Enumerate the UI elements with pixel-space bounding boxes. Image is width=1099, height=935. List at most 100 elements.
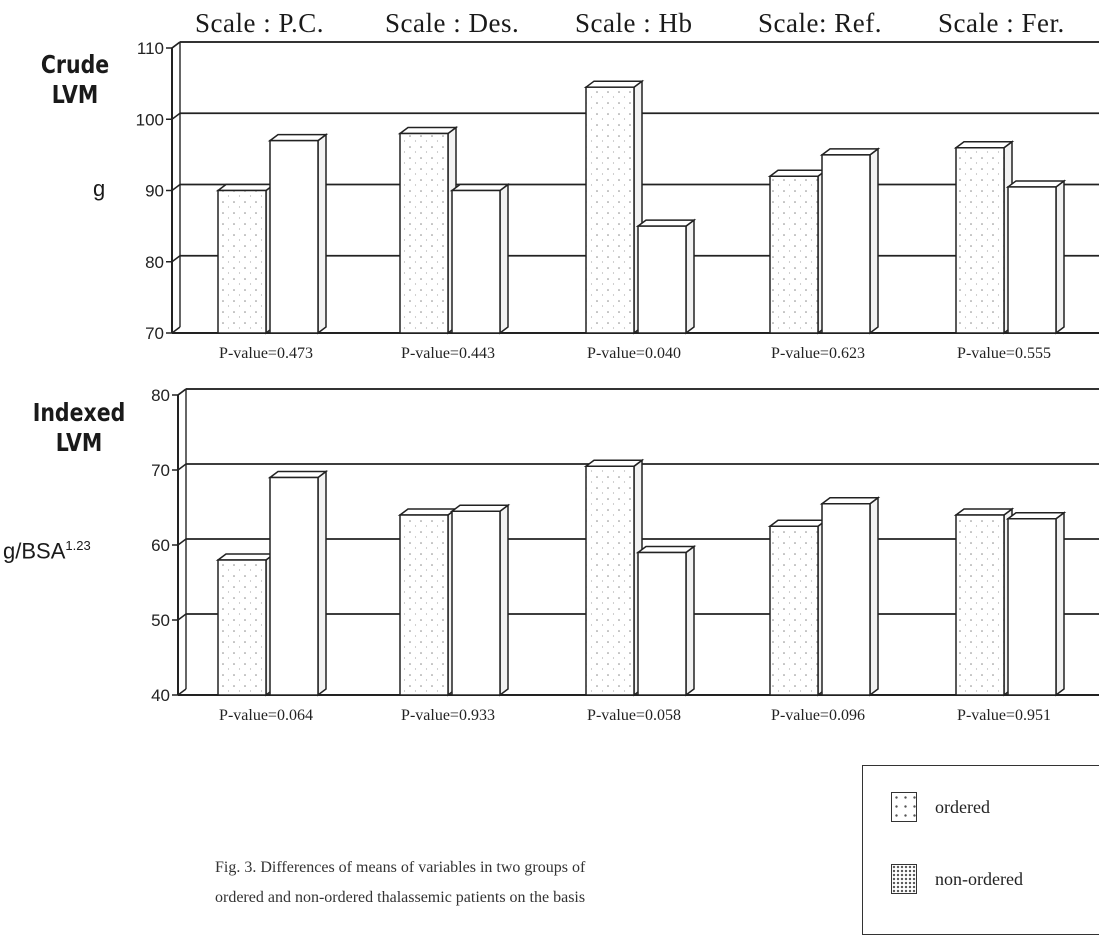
- legend: ordered non-ordered: [862, 765, 1099, 935]
- bar-front: [955, 514, 1005, 696]
- p-value-label: P-value=0.951: [957, 707, 1051, 724]
- legend-swatch-non-ordered: [891, 864, 917, 894]
- bar-ordered: [397, 126, 459, 335]
- bar-non-ordered: [819, 496, 881, 697]
- bar-top: [1005, 512, 1067, 520]
- bar-front: [1007, 186, 1057, 334]
- bar-top: [583, 80, 645, 88]
- bar-front: [451, 189, 501, 334]
- p-value-label: P-value=0.623: [771, 345, 865, 362]
- bar-front: [585, 465, 635, 696]
- scale-title-des: Scale : Des.: [385, 8, 520, 38]
- p-value-label: P-value=0.443: [401, 345, 495, 362]
- bar-non-ordered: [267, 470, 329, 697]
- bar-ordered: [953, 507, 1015, 697]
- grid-connector: [177, 388, 187, 396]
- legend-label-non-ordered: non-ordered: [935, 868, 1023, 889]
- bar-ordered: [215, 552, 277, 697]
- bar-side: [1055, 511, 1065, 697]
- scale-title-pc: Scale : P.C.: [195, 8, 325, 38]
- p-value-label: P-value=0.096: [771, 707, 865, 724]
- crude-label-line2: LVM: [51, 80, 99, 109]
- crude-unit-label: g: [93, 176, 106, 201]
- y-tick-label: 80: [145, 253, 164, 272]
- chart-crude: 70 80 90 100 110 P-value=0.473 P-value=0.443 P-…: [136, 39, 1099, 362]
- bar-top: [819, 148, 881, 156]
- bar-non-ordered: [449, 183, 511, 335]
- y-tick-label: 60: [151, 536, 170, 555]
- chart-indexed: 40 50 60 70 80 P-value=0.064 P-value=0.933 P-va…: [151, 386, 1099, 724]
- caption-line-2: ordered and non-ordered thalassemic pati…: [215, 889, 586, 906]
- bar-non-ordered: [449, 503, 511, 697]
- caption-line-1: Fig. 3. Differences of means of variable…: [215, 859, 586, 876]
- y-tick-label: 80: [151, 386, 170, 405]
- y-tick-label: 70: [145, 324, 164, 343]
- crude-label-line1: Crude: [40, 50, 110, 79]
- p-value-label: P-value=0.064: [219, 707, 313, 724]
- bar-top: [953, 141, 1015, 149]
- indexed-label-line1: Indexed: [32, 398, 126, 427]
- indexed-lvm-label: Indexed LVM: [26, 398, 133, 458]
- bar-side: [685, 218, 695, 335]
- bar-front: [769, 525, 819, 696]
- bar-top: [397, 508, 459, 516]
- bar-non-ordered: [635, 218, 697, 335]
- y-tick-label: 40: [151, 686, 170, 705]
- bar-front: [955, 147, 1005, 334]
- y-tick-label: 100: [136, 110, 164, 129]
- bar-non-ordered: [819, 147, 881, 335]
- bar-ordered: [583, 458, 645, 697]
- bar-front: [769, 175, 819, 334]
- bar-top: [767, 169, 829, 177]
- bar-front: [1007, 518, 1057, 696]
- bar-top: [635, 545, 697, 554]
- bar-ordered: [767, 168, 829, 335]
- y-tick-label: 110: [137, 39, 164, 58]
- indexed-label-line2: LVM: [55, 428, 103, 457]
- bar-top: [819, 497, 881, 505]
- grid-connector: [171, 255, 181, 263]
- bar-front: [217, 189, 267, 334]
- grid-connector: [177, 613, 187, 621]
- bar-ordered: [215, 183, 277, 335]
- indexed-unit-base: g/BSA: [3, 538, 66, 564]
- bar-top: [583, 459, 645, 467]
- indexed-unit-exponent: 1.23: [65, 538, 91, 553]
- bar-front: [821, 503, 871, 696]
- bar-top: [397, 126, 459, 135]
- grid-connector: [177, 538, 187, 546]
- bar-non-ordered: [1005, 179, 1067, 335]
- grid-connector: [171, 112, 181, 120]
- bar-top: [1005, 180, 1067, 188]
- bar-ordered: [767, 518, 829, 697]
- bar-ordered: [397, 507, 459, 697]
- grid-connector: [171, 41, 181, 49]
- scale-title-fer: Scale : Fer.: [938, 8, 1065, 38]
- bar-front: [637, 551, 687, 696]
- grid-connector: [177, 463, 187, 471]
- p-value-label: P-value=0.555: [957, 345, 1051, 362]
- legend-swatch-ordered: [891, 792, 917, 822]
- bar-top: [767, 519, 829, 527]
- bar-top: [215, 183, 277, 192]
- bar-front: [451, 510, 501, 696]
- bar-side: [869, 496, 879, 697]
- figure-caption: Fig. 3. Differences of means of variable…: [215, 853, 815, 913]
- bar-side: [685, 545, 695, 697]
- bar-front: [269, 139, 319, 334]
- bar-top: [449, 183, 511, 192]
- p-value-label: P-value=0.040: [587, 345, 681, 362]
- bar-side: [869, 147, 879, 335]
- y-tick-label: 90: [145, 182, 164, 201]
- bar-top: [215, 553, 277, 561]
- scale-title-hb: Scale : Hb: [575, 8, 693, 38]
- scale-title-ref: Scale: Ref.: [758, 8, 882, 38]
- bar-top: [635, 219, 697, 227]
- bar-non-ordered: [635, 545, 697, 697]
- bar-top: [953, 508, 1015, 516]
- bar-front: [217, 559, 267, 696]
- p-value-label: P-value=0.473: [219, 345, 313, 362]
- crude-lvm-label: Crude LVM: [30, 50, 120, 110]
- grid-connector: [171, 183, 181, 192]
